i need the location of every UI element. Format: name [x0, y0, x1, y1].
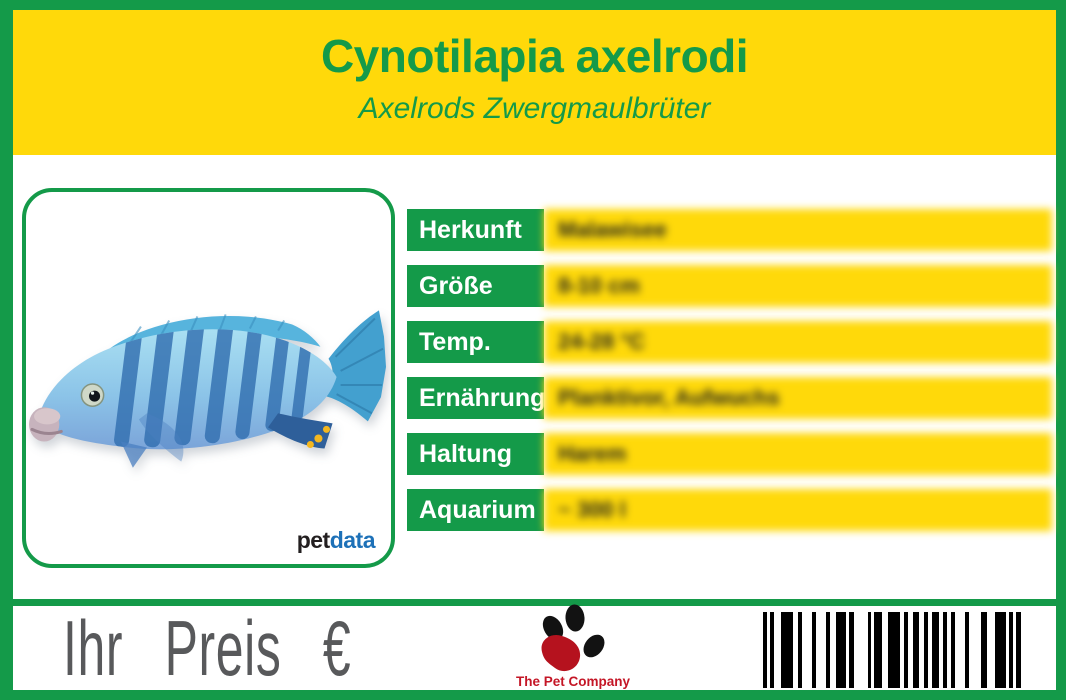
card-inner: Cynotilapia axelrodi Axelrods Zwergmaulb…	[0, 10, 1066, 692]
header: Cynotilapia axelrodi Axelrods Zwergmaulb…	[13, 10, 1056, 155]
table-row: Haltung Harem	[407, 433, 1052, 475]
barcode-bar	[943, 612, 947, 688]
table-row: Temp. 24-28 °C	[407, 321, 1052, 363]
table-row: Größe 8-10 cm	[407, 265, 1052, 307]
barcode-bar	[932, 612, 939, 688]
paw-icon	[541, 604, 605, 672]
barcode-bar	[913, 612, 919, 688]
row-value: 8-10 cm	[544, 265, 1052, 307]
barcode-bar	[868, 612, 871, 688]
barcode-bar	[781, 612, 793, 688]
barcode-bar	[798, 612, 802, 688]
footer-divider	[0, 599, 1066, 606]
row-value: 24-28 °C	[544, 321, 1052, 363]
barcode-bar	[888, 612, 900, 688]
row-label: Herkunft	[407, 209, 544, 251]
species-subtitle: Axelrods Zwergmaulbrüter	[358, 92, 711, 125]
row-label: Aquarium	[407, 489, 544, 531]
row-value: Planktivor, Aufwuchs	[544, 377, 1052, 419]
petdata-logo-pet: pet	[296, 527, 331, 553]
barcode-bar	[826, 612, 830, 688]
row-label: Größe	[407, 265, 544, 307]
fish-photo-box: petdata	[22, 188, 395, 568]
petdata-logo-data: data	[329, 527, 376, 553]
barcode-bar	[836, 612, 846, 688]
price-label: Ihr Preis €	[63, 604, 352, 692]
info-table: Herkunft Malawisee Größe 8-10 cm Temp. 24-28 …	[407, 209, 1052, 545]
barcode-bar	[770, 612, 774, 688]
barcode-bar	[874, 612, 882, 688]
barcode	[763, 612, 1033, 688]
row-value: Harem	[544, 433, 1052, 475]
barcode-bar	[965, 612, 969, 688]
row-value: ~ 300 l	[544, 489, 1052, 531]
barcode-bar	[981, 612, 987, 688]
barcode-bar	[1009, 612, 1013, 688]
row-label: Haltung	[407, 433, 544, 475]
table-row: Ernährung Planktivor, Aufwuchs	[407, 377, 1052, 419]
barcode-bar	[1016, 612, 1021, 688]
row-label: Ernährung	[407, 377, 545, 419]
barcode-bar	[849, 612, 854, 688]
species-title: Cynotilapia axelrodi	[320, 30, 749, 82]
fish-image	[29, 310, 386, 468]
table-row: Herkunft Malawisee	[407, 209, 1052, 251]
pet-company-logo: The Pet Company	[516, 604, 631, 689]
row-value: Malawisee	[544, 209, 1052, 251]
barcode-bar	[924, 612, 928, 688]
barcode-bar	[763, 612, 767, 688]
table-row: Aquarium ~ 300 l	[407, 489, 1052, 531]
company-name: The Pet Company	[516, 674, 631, 689]
barcode-bar	[812, 612, 816, 688]
petdata-logo: petdata	[296, 527, 376, 554]
barcode-bar	[904, 612, 908, 688]
barcode-bar	[995, 612, 1006, 688]
barcode-bar	[951, 612, 955, 688]
row-label: Temp.	[407, 321, 544, 363]
